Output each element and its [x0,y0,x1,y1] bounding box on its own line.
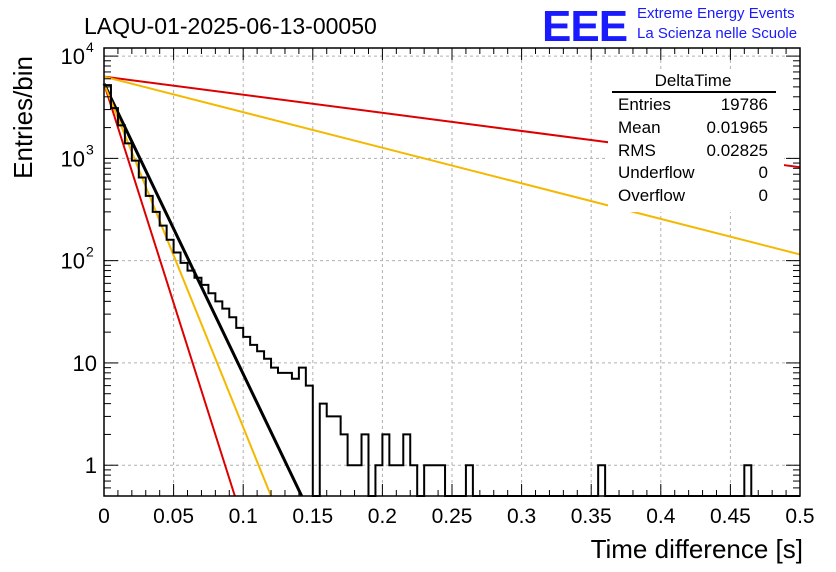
y-tick-label: 10 [61,249,85,274]
stats-label: RMS [618,141,656,160]
stats-value: 0.01965 [707,118,768,137]
x-tick-labels: 0 0.05 0.1 0.15 0.2 0.25 0.3 0.35 0.4 0.45 0.5 [98,505,814,528]
x-tick-label: 0.1 [229,505,258,528]
logo-line1: Extreme Energy Events [637,5,795,22]
x-tick-label: 0.15 [292,505,333,528]
y-tick-label: 10 [73,351,97,376]
stats-label: Overflow [618,186,686,205]
x-tick-label: 0 [98,505,110,528]
orange-slow-fit [103,75,801,256]
x-tick-label: 0.35 [571,505,612,528]
y-tick-exponent: 3 [86,141,94,157]
black-fit [102,82,304,497]
y-tick-label: 1 [85,453,97,478]
y-tick-exponent: 2 [86,244,94,260]
axes [103,47,801,497]
stats-label: Underflow [618,163,695,182]
stats-value: 19786 [721,95,768,114]
logo-line2: La Scienza nelle Scuole [637,25,797,42]
y-tick-exponent: 4 [86,39,94,55]
y-tick-label: 10 [61,44,85,69]
x-tick-label: 0.05 [153,505,194,528]
logo-mark: EEE [542,2,627,51]
stats-value: 0 [759,186,768,205]
stats-box: DeltaTime Entries 19786 Mean 0.01965 RMS… [608,70,784,212]
stats-label: Entries [618,95,671,114]
y-tick-label: 10 [61,146,85,171]
red-steep-fit [103,83,236,497]
x-tick-label: 0.45 [710,505,751,528]
x-tick-label: 0.3 [507,505,536,528]
stats-value: 0 [759,163,768,182]
x-tick-label: 0.2 [368,505,397,528]
x-tick-label: 0.5 [785,505,814,528]
x-tick-label: 0.25 [432,505,473,528]
stats-title: DeltaTime [655,71,732,90]
x-tick-label: 0.4 [646,505,676,528]
x-axis-label: Time difference [s] [591,534,803,564]
y-axis-label: Entries/bin [8,56,38,179]
orange-steep-fit [103,83,272,497]
stats-label: Mean [618,118,661,137]
stats-value: 0.02825 [707,141,768,160]
chart-title: LAQU-01-2025-06-13-00050 [84,13,377,39]
